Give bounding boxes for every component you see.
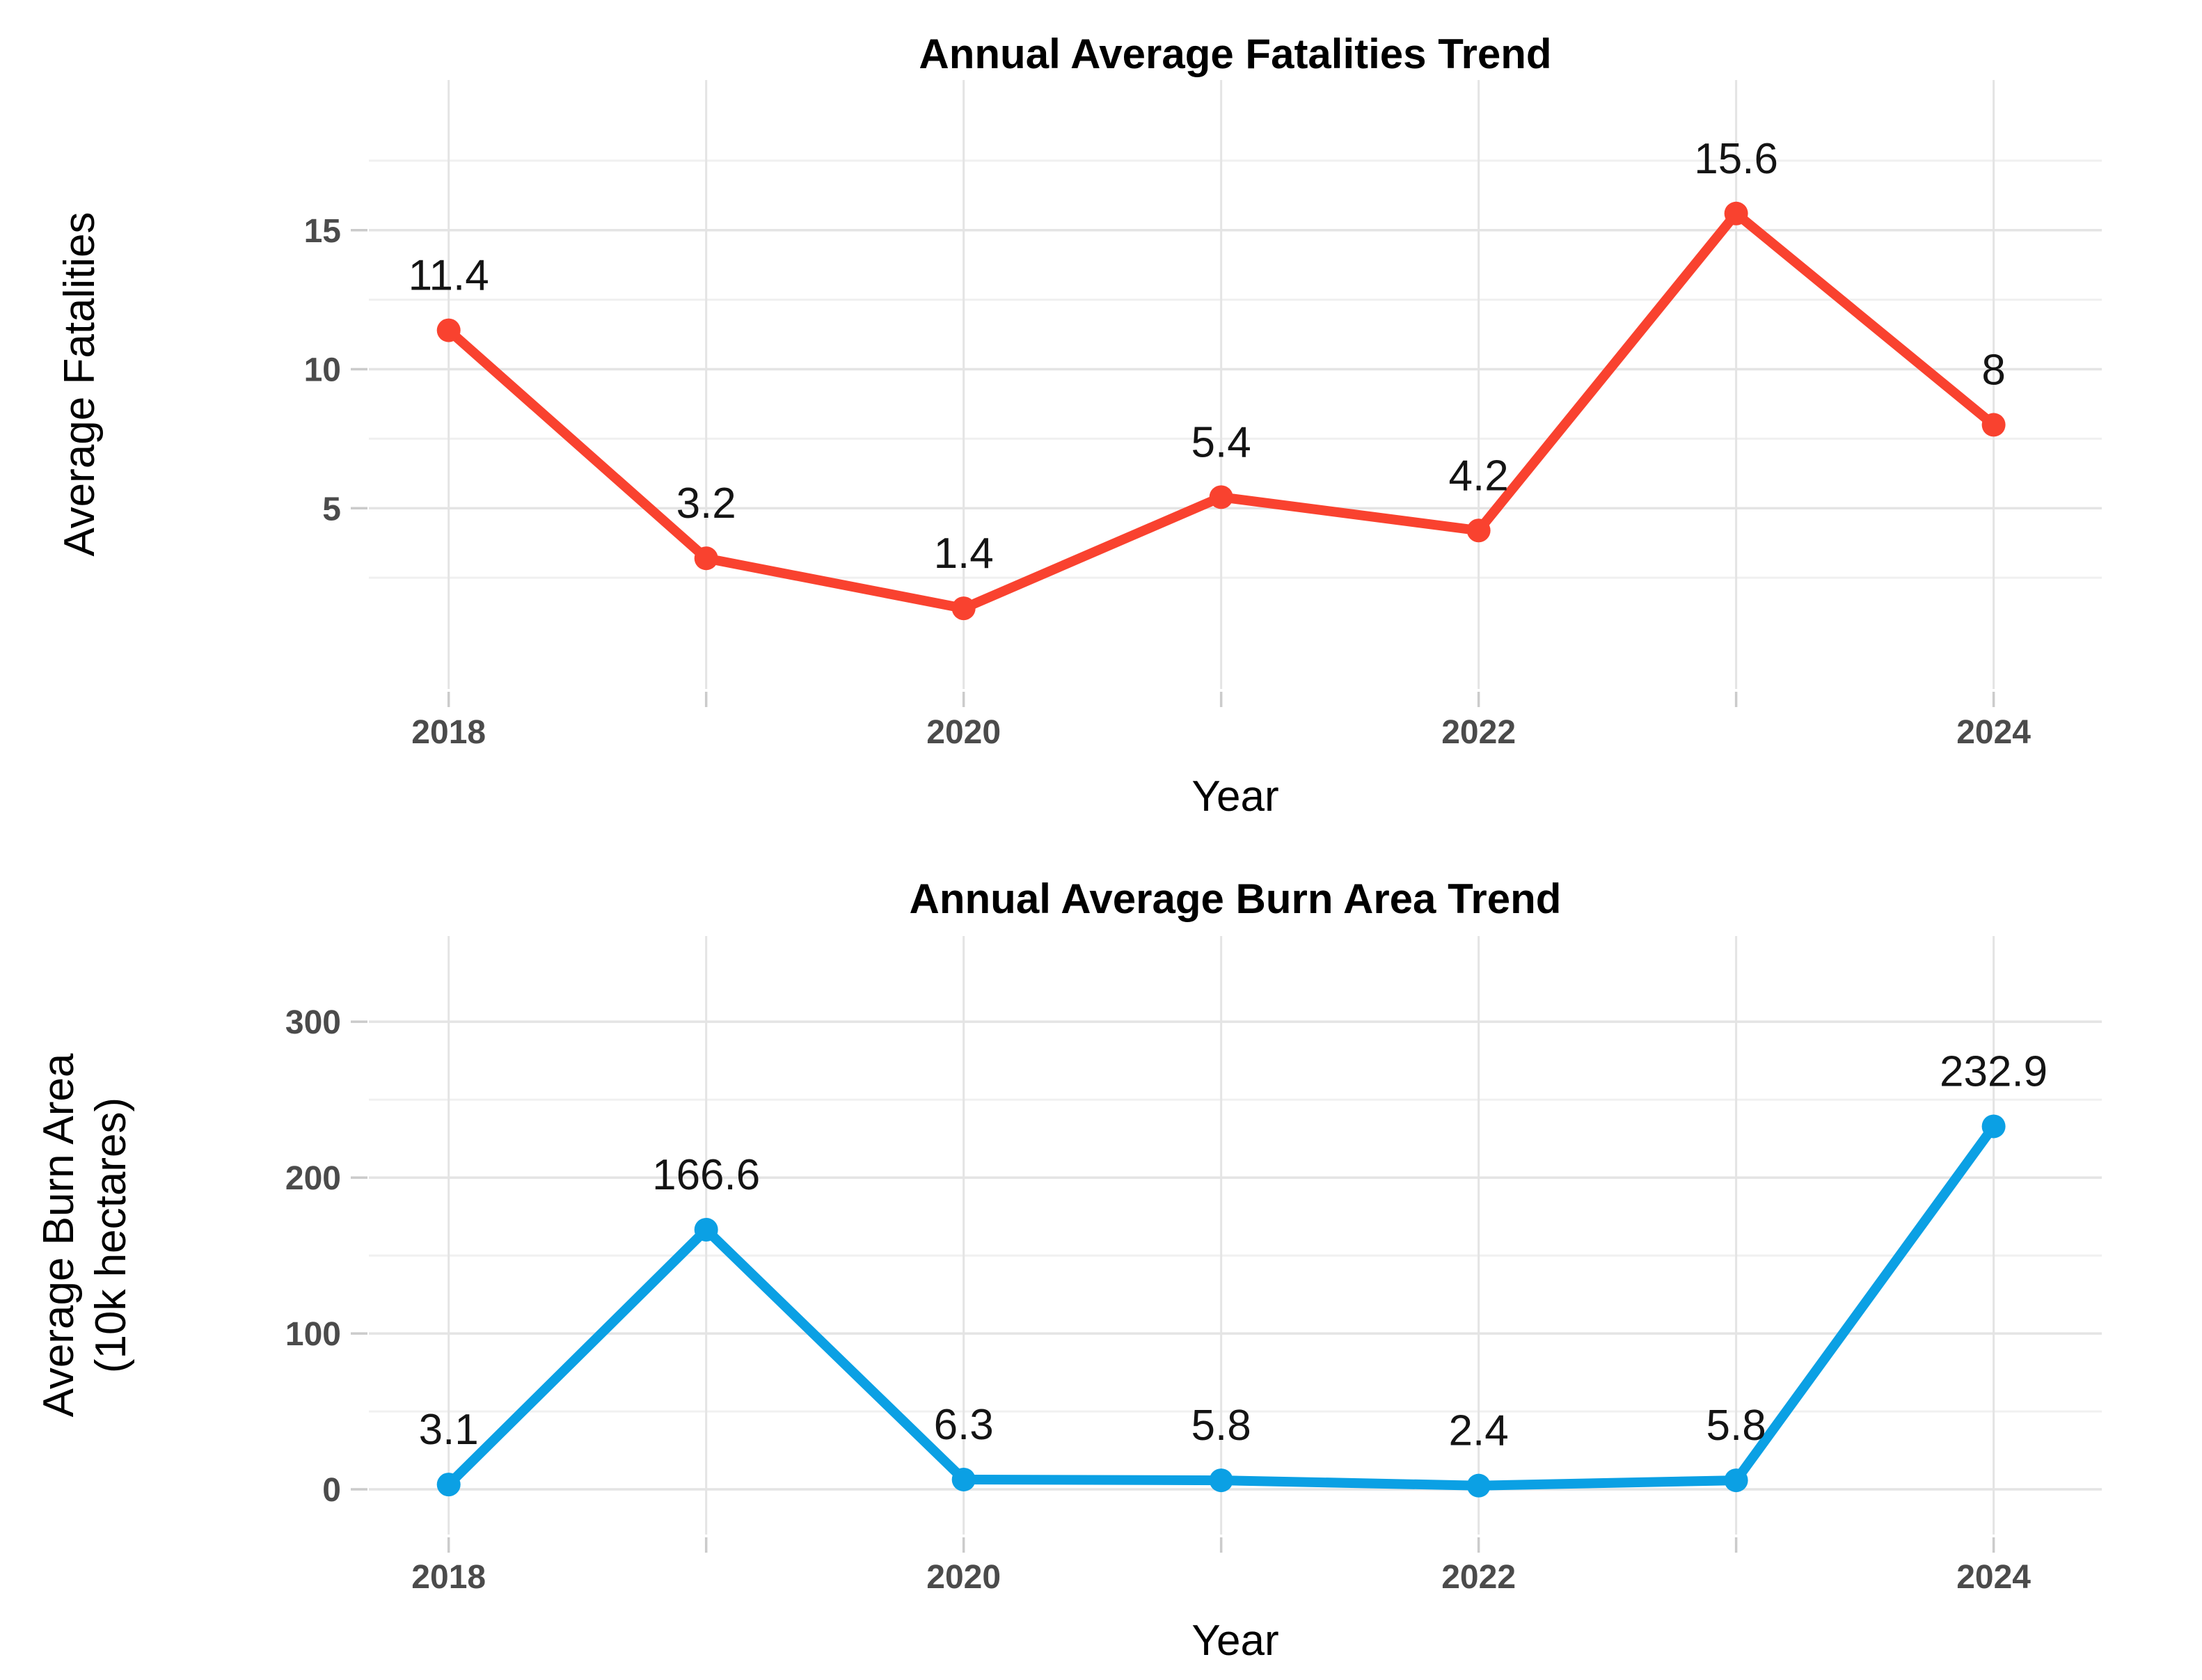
burn-area-point-label: 166.6 <box>652 1151 760 1199</box>
fatalities-y-tick-label: 10 <box>304 352 341 389</box>
burn-area-y-tick-label: 300 <box>285 1004 341 1041</box>
fatalities-data-point <box>1209 485 1233 509</box>
burn-area-chart-title: Annual Average Burn Area Trend <box>910 875 1562 922</box>
fatalities-point-label: 3.2 <box>676 480 736 528</box>
burn-area-point-label: 5.8 <box>1706 1402 1766 1450</box>
burn-area-point-label: 3.1 <box>419 1406 479 1454</box>
burn-area-x-tick-label: 2022 <box>1441 1559 1516 1596</box>
burn-area-x-tick-label: 2020 <box>926 1559 1001 1596</box>
burn-area-data-point <box>1981 1114 2006 1139</box>
fatalities-data-point <box>436 318 461 342</box>
fatalities-data-point <box>951 596 976 621</box>
fatalities-data-point <box>1466 518 1491 543</box>
fatalities-x-tick-label: 2022 <box>1441 714 1516 751</box>
burn-area-data-point <box>694 1217 718 1242</box>
burn-area-y-tick-label: 200 <box>285 1160 341 1197</box>
burn-area-data-point <box>1209 1468 1233 1493</box>
fatalities-x-tick-label: 2018 <box>411 714 486 751</box>
fatalities-data-point <box>694 546 718 571</box>
burn-area-point-label: 6.3 <box>934 1401 994 1449</box>
burn-area-data-point <box>1466 1473 1491 1498</box>
fatalities-data-point <box>1724 201 1748 225</box>
fatalities-point-label: 4.2 <box>1449 452 1509 500</box>
burn-area-data-point <box>951 1467 976 1491</box>
burn-area-y-tick-label: 100 <box>285 1316 341 1353</box>
burn-area-x-tick-label: 2024 <box>1956 1559 2031 1596</box>
fatalities-chart-title: Annual Average Fatalities Trend <box>919 31 1551 77</box>
burn-area-point-label: 5.8 <box>1191 1402 1251 1450</box>
fatalities-y-tick-label: 15 <box>304 213 341 250</box>
burn-area-point-label: 232.9 <box>1940 1047 2047 1095</box>
fatalities-y-tick-label: 5 <box>322 491 341 528</box>
fatalities-point-label: 8 <box>1981 346 2005 394</box>
burn-area-y-tick-label: 0 <box>322 1472 341 1509</box>
fatalities-point-label: 5.4 <box>1191 418 1251 466</box>
burn-area-data-point <box>1724 1468 1748 1493</box>
fatalities-data-point <box>1981 413 2006 437</box>
fatalities-point-label: 1.4 <box>934 530 994 578</box>
fatalities-point-label: 11.4 <box>409 252 489 300</box>
burn-area-x-axis-label: Year <box>1191 1617 1278 1665</box>
fatalities-x-tick-label: 2024 <box>1956 714 2031 751</box>
fatalities-point-label: 15.6 <box>1694 135 1778 183</box>
fatalities-y-axis-label: Average Fatalities <box>56 212 104 556</box>
fatalities-x-axis-label: Year <box>1191 772 1278 821</box>
fatalities-x-tick-label: 2020 <box>926 714 1001 751</box>
burn-area-x-tick-label: 2018 <box>411 1559 486 1596</box>
burn-area-data-point <box>436 1473 461 1497</box>
burn-area-point-label: 2.4 <box>1449 1407 1509 1455</box>
burn-area-y-axis-label: Average Burn Area(10k hectares) <box>35 1053 135 1417</box>
